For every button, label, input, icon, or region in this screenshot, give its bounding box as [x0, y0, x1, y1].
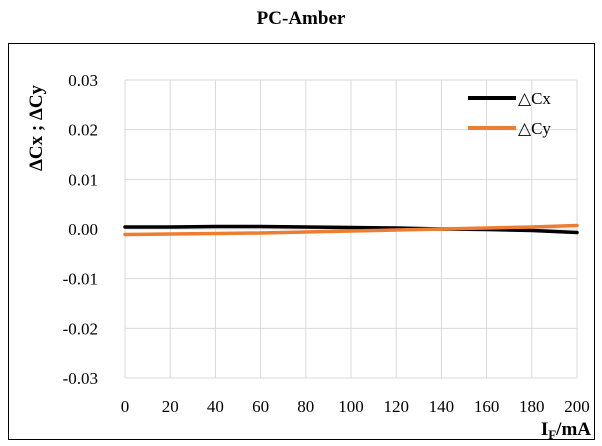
y-axis-label: ΔCx ; ΔCy — [26, 84, 47, 171]
series-lines — [123, 223, 579, 237]
x-tick-label: 140 — [429, 397, 455, 416]
chart-title: PC-Amber — [256, 8, 346, 29]
y-tick-labels: 0.03 0.02 0.01 0.00 -0.01 -0.02 -0.03 — [63, 71, 98, 388]
x-tick-label: 40 — [207, 397, 224, 416]
x-tick-label: 200 — [564, 397, 590, 416]
y-tick-label: -0.03 — [63, 369, 98, 388]
x-axis-label-unit: /mA — [555, 419, 591, 440]
x-tick-label: 20 — [162, 397, 179, 416]
series-line-1 — [123, 223, 579, 237]
x-tick-label: 80 — [297, 397, 314, 416]
x-tick-label: 100 — [338, 397, 364, 416]
y-tick-label: 0.03 — [68, 71, 98, 90]
legend-label-0: △Cx — [518, 89, 551, 108]
x-tick-label: 180 — [519, 397, 545, 416]
x-axis-label: IF/mA — [541, 419, 591, 442]
y-tick-label: -0.02 — [63, 319, 98, 338]
x-axis-label-main: I — [541, 419, 548, 440]
y-tick-label: 0.02 — [68, 121, 98, 140]
x-tick-label: 120 — [383, 397, 409, 416]
legend: △Cx △Cy — [468, 89, 551, 138]
x-tick-labels: 0 20 40 60 80 100 120 140 160 180 200 — [121, 397, 590, 416]
y-tick-label: -0.01 — [63, 270, 98, 289]
x-axis-label-sub: F — [548, 427, 556, 442]
series-line-0 — [123, 224, 579, 235]
x-tick-label: 0 — [121, 397, 130, 416]
x-tick-label: 160 — [474, 397, 500, 416]
x-tick-label: 60 — [252, 397, 269, 416]
y-tick-label: 0.00 — [68, 220, 98, 239]
y-tick-label: 0.01 — [68, 170, 98, 189]
legend-label-1: △Cy — [518, 119, 551, 138]
chart-frame — [8, 43, 595, 440]
